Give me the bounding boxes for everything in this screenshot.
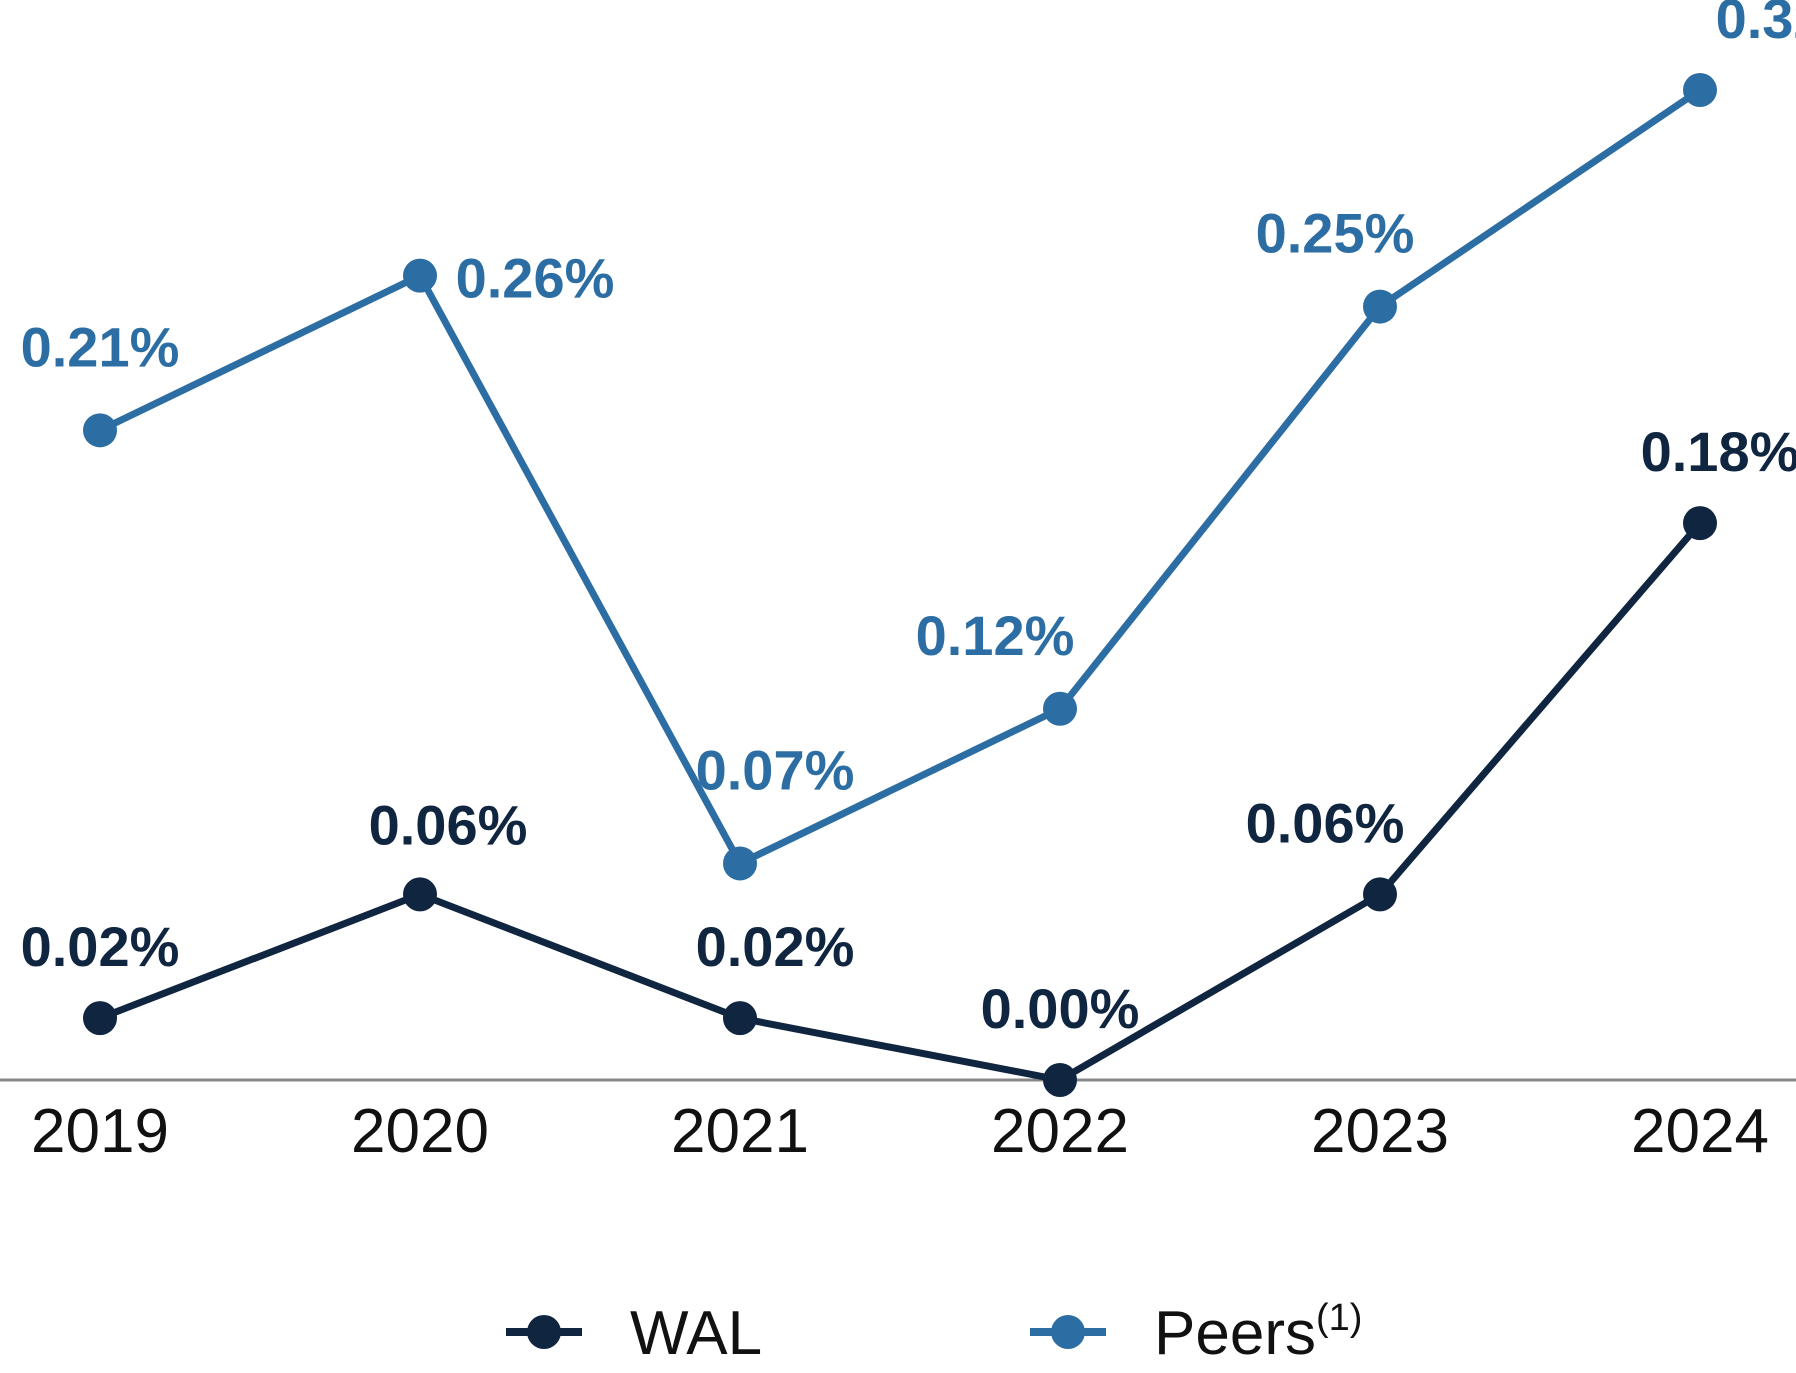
legend-peers-superscript: (1) (1316, 1297, 1362, 1339)
data-label-wal-2024: 0.18% (1641, 420, 1796, 483)
legend-peers-marker-icon (1051, 1315, 1085, 1349)
data-label-peers-2024: 0.32% (1716, 0, 1796, 50)
legend-wal-marker-icon (527, 1315, 561, 1349)
data-point-peers-2023 (1363, 289, 1397, 324)
data-label-peers-2020: 0.26% (456, 247, 615, 310)
series-wal: 0.02% 0.06% 0.02% 0.00% 0.06% 0.18% (21, 420, 1796, 1097)
data-label-peers-2023: 0.25% (1256, 202, 1415, 265)
x-tick-label-2024: 2024 (1631, 1097, 1769, 1166)
data-point-peers-2020 (403, 258, 437, 293)
data-label-wal-2023: 0.06% (1246, 791, 1405, 854)
x-tick-label-2019: 2019 (31, 1097, 169, 1166)
data-point-wal-2019 (83, 1001, 117, 1036)
data-point-peers-2024 (1683, 73, 1717, 107)
data-label-wal-2020: 0.06% (369, 793, 528, 856)
data-label-wal-2019: 0.02% (21, 915, 180, 978)
legend-item-peers: Peers(1) (1030, 1297, 1362, 1368)
x-tick-label-2021: 2021 (671, 1097, 809, 1166)
legend-peers-label: Peers(1) (1154, 1297, 1362, 1368)
legend-item-wal: WAL (506, 1299, 762, 1368)
series-peers: 0.21% 0.26% 0.07% 0.12% 0.25% 0.32% (21, 0, 1796, 881)
series-line-wal (98, 520, 1703, 1084)
data-label-peers-2021: 0.07% (696, 738, 855, 801)
legend: WAL Peers(1) (506, 1297, 1362, 1368)
x-tick-label-2022: 2022 (991, 1097, 1129, 1166)
x-tick-label-2023: 2023 (1311, 1097, 1449, 1166)
legend-peers-name: Peers (1154, 1299, 1316, 1368)
x-axis-ticks: 2019 2020 2021 2022 2023 2024 (31, 1097, 1769, 1166)
data-point-wal-2024 (1683, 506, 1717, 541)
data-point-wal-2021 (723, 1001, 757, 1036)
data-point-wal-2023 (1363, 877, 1397, 912)
data-point-wal-2022 (1043, 1063, 1077, 1097)
data-point-wal-2020 (403, 877, 437, 912)
data-point-peers-2021 (723, 846, 757, 881)
series-group: 0.02% 0.06% 0.02% 0.00% 0.06% 0.18% 0.21% 0.26%… (21, 0, 1796, 1097)
data-label-wal-2021: 0.02% (696, 915, 855, 978)
data-label-peers-2022: 0.12% (916, 604, 1075, 667)
x-tick-label-2020: 2020 (351, 1097, 489, 1166)
data-label-wal-2022: 0.00% (981, 977, 1140, 1040)
data-point-peers-2019 (83, 413, 117, 448)
legend-wal-label: WAL (630, 1299, 762, 1368)
data-label-peers-2019: 0.21% (21, 315, 180, 378)
series-line-peers (98, 87, 1702, 867)
data-point-peers-2022 (1043, 691, 1077, 726)
